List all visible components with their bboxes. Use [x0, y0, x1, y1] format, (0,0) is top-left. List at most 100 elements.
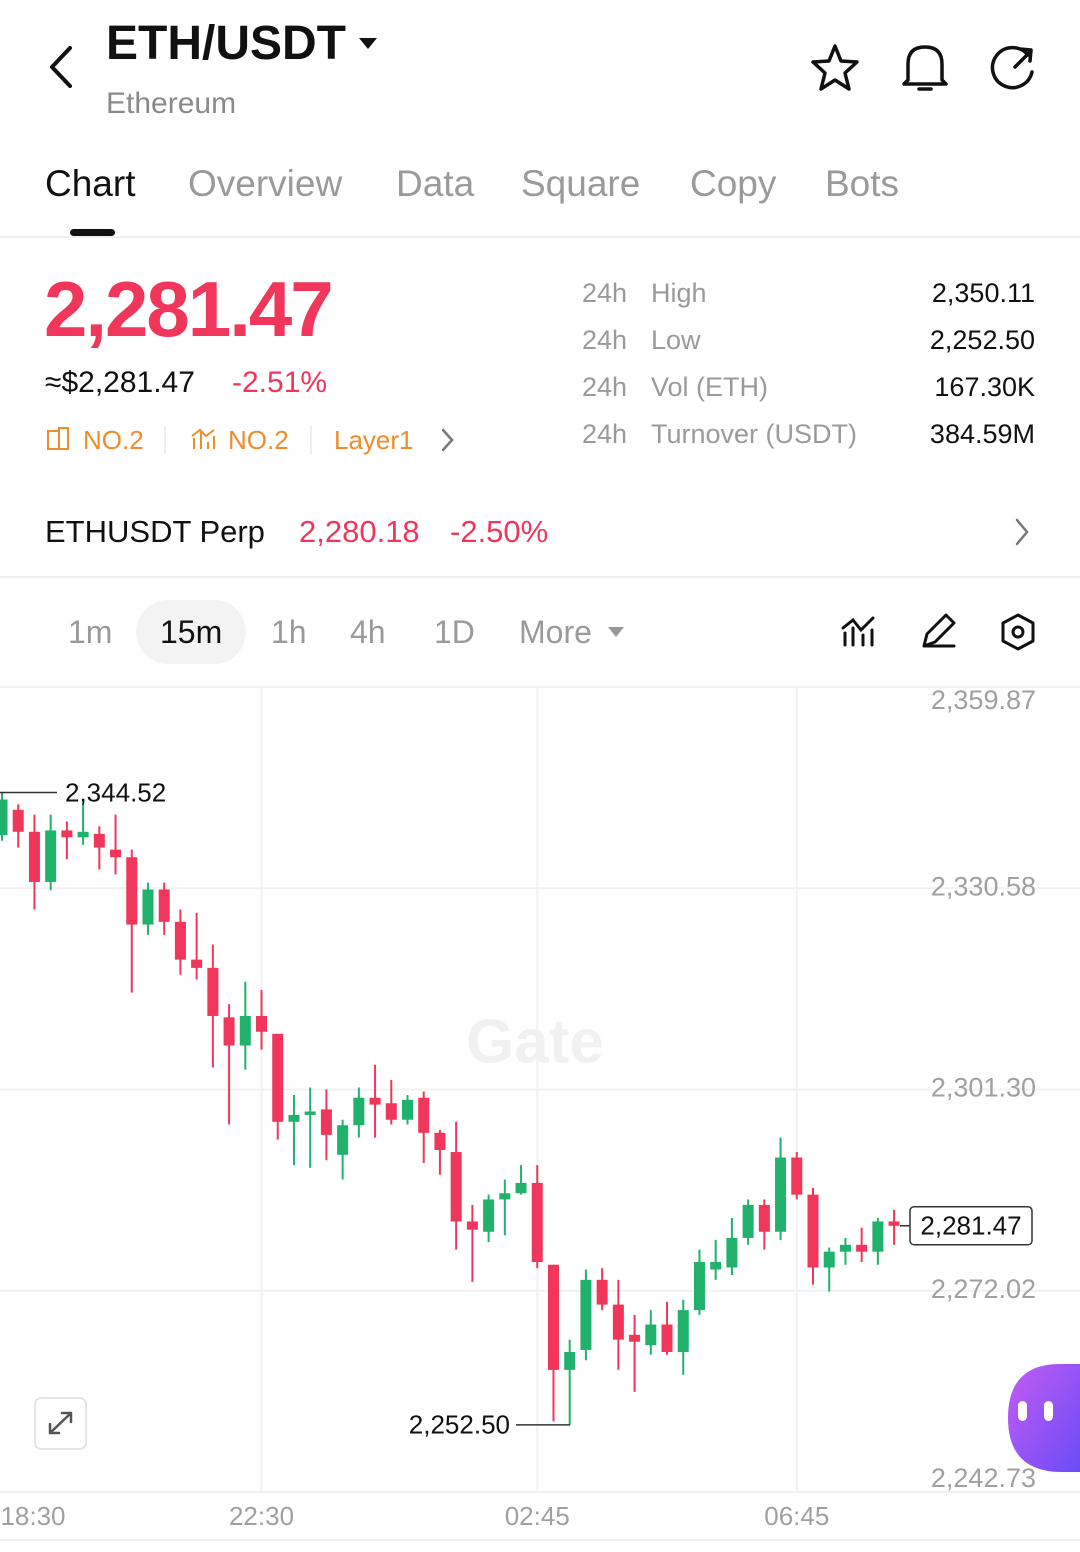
stat-value: 384.59M [929, 419, 1035, 449]
stat-value: 2,350.11 [931, 278, 1035, 308]
tab[interactable]: Copy [690, 163, 777, 204]
stat-label: Low [651, 325, 701, 355]
rank-tag[interactable]: NO.2 [228, 425, 289, 455]
candle-body [207, 967, 219, 1016]
candle-body [28, 831, 40, 882]
x-tick-label: 02:45 [505, 1501, 570, 1531]
tab[interactable]: Overview [188, 163, 343, 204]
tab[interactable]: Data [396, 163, 475, 204]
candle-body [239, 1015, 251, 1046]
candle-body [872, 1221, 884, 1252]
share-icon[interactable] [990, 45, 1034, 90]
perp-price: 2,280.18 [299, 514, 420, 549]
candle-body [466, 1221, 478, 1230]
draw-icon[interactable] [922, 613, 956, 648]
pair-title[interactable]: ETH/USDT [106, 17, 346, 70]
perp-name[interactable]: ETHUSDT Perp [45, 514, 265, 549]
indicator-icon[interactable] [841, 616, 875, 647]
more-caret[interactable] [608, 627, 624, 637]
stat-label: High [651, 278, 707, 308]
last-price: 2,281.47 [44, 265, 334, 353]
interval[interactable]: 1D [434, 614, 475, 650]
tab[interactable]: Chart [45, 163, 136, 204]
candle-body [434, 1132, 446, 1150]
rank-tag[interactable]: NO.2 [83, 425, 144, 455]
stat-value: 2,252.50 [929, 325, 1035, 355]
assistant-button[interactable] [1008, 1364, 1080, 1472]
tab[interactable]: Bots [825, 163, 900, 204]
tab[interactable]: Square [521, 163, 641, 204]
candle-body [483, 1199, 495, 1232]
y-tick-label: 2,272.02 [931, 1274, 1036, 1304]
stat-period: 24h [582, 278, 628, 308]
candle-body [450, 1152, 462, 1222]
interval[interactable]: 15m [160, 614, 223, 650]
candle-body [0, 799, 8, 836]
candle-body [45, 830, 57, 882]
candle-body [888, 1221, 900, 1226]
rank-icon [47, 430, 60, 450]
stat-value: 167.30K [934, 372, 1035, 402]
back-icon[interactable] [50, 46, 72, 88]
candle-body [418, 1097, 430, 1133]
candle-body [791, 1157, 803, 1195]
candle-body [77, 831, 89, 838]
candle-body [126, 857, 138, 925]
candle-body [823, 1251, 835, 1268]
candle-body [191, 959, 203, 968]
star-icon[interactable] [811, 44, 859, 91]
interval[interactable]: 1h [271, 614, 307, 650]
active-interval-pill [136, 600, 246, 664]
candle-body [304, 1111, 316, 1115]
interval[interactable]: More [519, 614, 592, 650]
candle-body [856, 1244, 868, 1252]
category-tag[interactable]: Layer1 [334, 425, 414, 455]
candle-body [580, 1279, 592, 1350]
chevron[interactable] [1015, 518, 1029, 546]
x-tick-label: 06:45 [764, 1501, 829, 1531]
candle-body [758, 1204, 770, 1232]
settings-icon[interactable] [1001, 613, 1035, 651]
y-tick-label: 2,242.73 [931, 1463, 1036, 1493]
interval[interactable]: 4h [350, 614, 386, 650]
bell-icon[interactable] [902, 45, 948, 91]
y-tick-label: 2,359.87 [931, 685, 1036, 715]
candle-body [61, 830, 73, 838]
candle-body [839, 1244, 851, 1252]
candle-body [629, 1334, 641, 1342]
low-marker-label: 2,252.50 [409, 1410, 510, 1440]
candle-body [531, 1182, 543, 1262]
watermark: Gate [466, 1007, 604, 1076]
candle-body [693, 1261, 705, 1311]
high-marker-label: 2,344.52 [65, 777, 166, 807]
candle-body [547, 1264, 559, 1370]
caret-icon[interactable] [359, 38, 377, 49]
candle-body [158, 889, 170, 922]
y-tick-label: 2,330.58 [931, 871, 1036, 901]
assistant-eye [1018, 1401, 1027, 1421]
interval[interactable]: 1m [68, 614, 113, 650]
candle-body [12, 809, 24, 832]
candle-body [612, 1304, 624, 1340]
candle-body [353, 1097, 365, 1126]
candle-body [142, 889, 154, 925]
approx-price: ≈$2,281.47 [45, 366, 195, 399]
candle-body [661, 1324, 673, 1353]
stat-period: 24h [582, 372, 628, 402]
perp-change: -2.50% [450, 514, 549, 549]
candle-body [499, 1193, 511, 1200]
pair-subtitle: Ethereum [106, 87, 237, 120]
candle-body [726, 1237, 738, 1268]
chevron[interactable] [441, 428, 454, 452]
candle-body [93, 833, 105, 848]
settings-icon-dot [1011, 625, 1025, 639]
candle-body [564, 1352, 576, 1370]
active-tab-indicator [70, 229, 115, 236]
candle-body [710, 1261, 722, 1270]
rank-icon [58, 427, 69, 450]
candle-body [256, 1015, 268, 1032]
candle-body [110, 849, 122, 858]
